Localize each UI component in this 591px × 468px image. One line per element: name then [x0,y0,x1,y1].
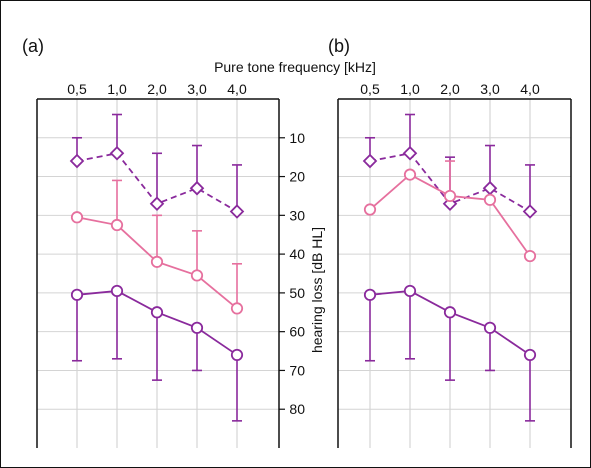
y-tick-label: 80 [289,401,305,417]
data-point-diamond [69,153,85,169]
y-tick-label: 10 [289,130,305,146]
data-point-circle [483,193,497,206]
data-point-diamond [109,146,125,161]
panel-b-x-tick-label: 0,5 [360,81,380,97]
panel-a-x-tick-label: 4,0 [227,81,247,97]
data-point-circle [523,249,537,263]
panel-a-x-tick-label: 2,0 [147,81,167,97]
data-point-circle [230,348,244,362]
panel-b-label: (b) [328,36,350,56]
y-axis-tick-labels: 10 20 30 40 50 60 70 80 [279,130,305,417]
data-point-circle [110,284,124,298]
y-tick-label: 60 [289,324,305,340]
panel-b-x-tick-label: 3,0 [480,81,500,97]
panel-a: (a) 0,5 1,0 2,0 3,0 4,0 [22,36,280,448]
data-point-circle [230,302,244,315]
y-tick-label: 50 [289,285,305,301]
data-point-circle [403,168,417,181]
data-point-circle [363,288,377,301]
panel-b: (b) Pure tone frequency [kHz] 0,5 1,0 2,0 3… [214,36,572,448]
y-tick-label: 70 [289,362,305,378]
data-point-circle [443,189,457,203]
data-point-circle [70,288,84,301]
data-point-circle [190,321,204,334]
data-point-circle [70,211,84,224]
panel-a-x-tick-label: 1,0 [107,81,127,97]
panel-b-x-title: Pure tone frequency [kHz] [214,59,376,75]
data-point-diamond [362,153,378,169]
data-point-diamond [189,180,205,196]
panel-b-x-tick-label: 1,0 [400,81,420,97]
y-tick-label: 30 [289,207,305,223]
data-point-circle [110,218,124,232]
data-point-circle [190,269,204,282]
data-point-circle [483,321,497,334]
data-point-diamond [229,204,245,219]
panel-b-series [362,113,538,422]
data-point-circle [403,284,417,298]
data-point-diamond [149,196,165,211]
y-tick-label: 40 [289,246,305,262]
data-point-circle [443,306,457,319]
y-tick-label: 20 [289,169,305,185]
panel-a-label: (a) [22,36,44,56]
panel-a-x-tick-label: 0,5 [67,81,87,97]
panel-a-series [69,113,245,422]
data-point-circle [150,255,164,268]
panel-b-x-tick-labels: 0,5 1,0 2,0 3,0 4,0 [360,81,540,97]
panel-b-x-tick-label: 4,0 [520,81,540,97]
data-point-circle [363,203,377,216]
data-point-diamond [522,204,538,219]
panel-a-x-tick-label: 3,0 [187,81,207,97]
panel-b-x-tick-label: 2,0 [440,81,460,97]
data-point-circle [150,306,164,319]
data-point-circle [523,348,537,362]
panel-a-x-tick-labels: 0,5 1,0 2,0 3,0 4,0 [67,81,247,97]
y-axis-label: hearing loss [dB HL] [309,227,325,353]
data-point-diamond [402,146,418,161]
